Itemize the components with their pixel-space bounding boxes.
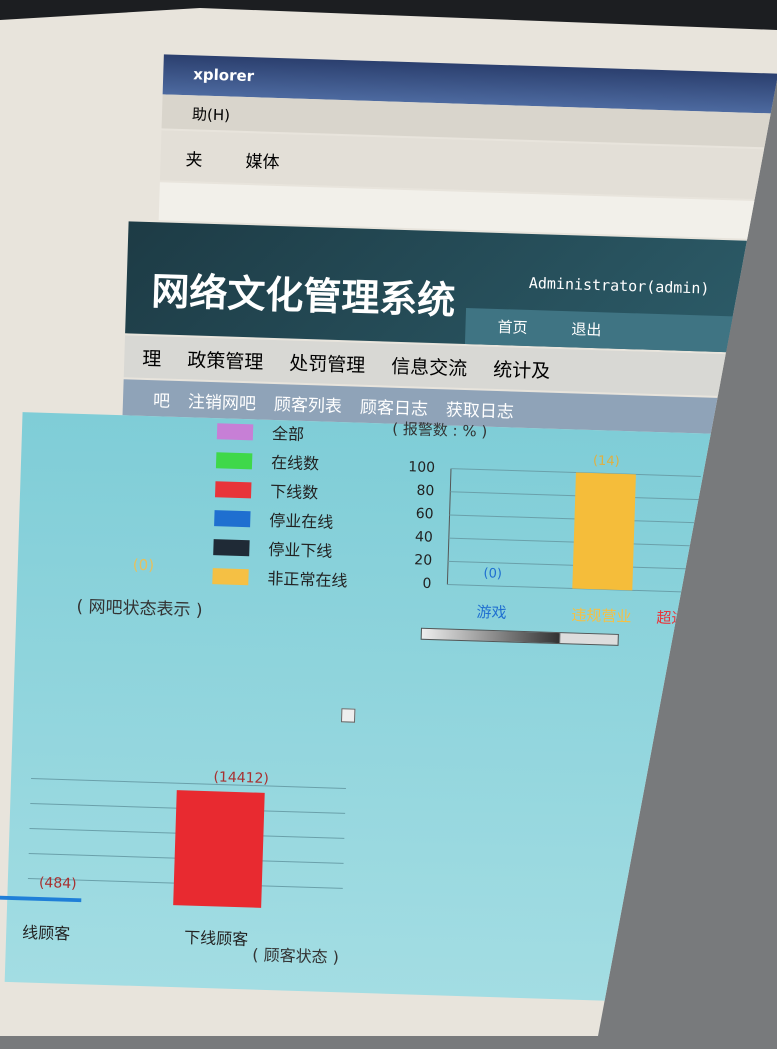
legend-swatch <box>216 452 252 469</box>
nav-item[interactable]: 信息交流 <box>391 351 468 380</box>
nav-item[interactable]: 理 <box>142 343 162 371</box>
sub-nav-item[interactable]: 注销网吧 <box>188 387 257 414</box>
nav-item[interactable]: 处罚管理 <box>289 348 366 377</box>
x-tick-label: 线顾客 <box>22 923 71 943</box>
count-label: (0) <box>483 566 502 582</box>
legend-swatch <box>214 510 250 527</box>
header-link[interactable]: 首页 <box>497 316 528 338</box>
sub-nav-item[interactable]: 获取日志 <box>446 395 515 422</box>
content: ( 报警数 : % ) (0) ( 网吧状态表示 ) 0 20 40 60 80 100 (… <box>5 412 777 1007</box>
count-label: (14) <box>593 454 620 470</box>
y-tick-label: 60 <box>415 506 433 523</box>
value-label: (484) <box>39 875 77 892</box>
y-axis <box>447 469 451 585</box>
bar <box>0 896 81 903</box>
legend-swatch <box>217 423 253 440</box>
sub-nav-item[interactable]: 顾客日志 <box>360 392 429 419</box>
status-caption: ( 网吧状态表示 ) <box>76 592 203 621</box>
alarm-chart: 0 20 40 60 80 100 (0) 游戏 (14) 违规营业 超过 <box>376 439 702 649</box>
toolbar-button[interactable]: 媒体 <box>245 147 280 173</box>
icon <box>341 708 355 722</box>
value-label: (14412) <box>213 769 269 787</box>
legend-label: 下线数 <box>270 478 319 503</box>
y-tick-label: 20 <box>414 552 432 569</box>
header-title: 网络文化管理系统 <box>151 260 457 325</box>
legend-label: 停业在线 <box>269 507 334 533</box>
legend-swatch <box>212 568 248 585</box>
x-tick-label: 超过 <box>656 609 687 628</box>
legend-swatch <box>213 539 249 556</box>
sub-nav-item[interactable]: 吧 <box>153 386 171 412</box>
chart-caption: ( 顾客状态 ) <box>252 945 339 967</box>
nav-item[interactable]: 政策管理 <box>187 345 264 374</box>
grid-line <box>447 585 697 593</box>
sub-nav-item[interactable]: 顾客列表 <box>274 390 343 417</box>
customer-chart: (484) 线顾客 (14412) 下线顾客( 顾客状态 ) <box>0 747 372 979</box>
toolbar-button[interactable]: 夹 <box>185 145 203 171</box>
x-tick-label: 游戏 <box>476 603 507 622</box>
screen: xplorer 助(H) 夹 媒体 网络文化管理系统 Administrator… <box>0 0 777 1048</box>
bar <box>572 473 636 591</box>
menu-item[interactable]: 助(H) <box>192 103 231 125</box>
nav-item[interactable]: 统计及 <box>493 354 551 383</box>
monitor-photo: xplorer 助(H) 夹 媒体 网络文化管理系统 Administrator… <box>0 0 777 1036</box>
legend-label: 在线数 <box>271 449 320 474</box>
legend-label: 非正常在线 <box>267 565 348 592</box>
page: xplorer 助(H) 夹 媒体 网络文化管理系统 Administrator… <box>0 0 777 1036</box>
legend-swatch <box>215 481 251 498</box>
y-tick-label: 40 <box>415 529 433 546</box>
legend-label: 停业下线 <box>268 536 333 562</box>
left-label: (0) <box>133 556 155 575</box>
y-tick-label: 100 <box>408 459 435 476</box>
grid-line <box>31 779 346 789</box>
y-tick-label: 0 <box>422 576 431 592</box>
x-tick-label: 违规营业 <box>571 606 632 626</box>
y-tick-label: 80 <box>416 483 434 500</box>
x-tick-label: 下线顾客 <box>184 928 249 949</box>
legend-note: ( 报警数 : % ) <box>392 418 488 442</box>
header-link[interactable]: 退出 <box>571 318 602 340</box>
window-title: xplorer <box>193 65 254 85</box>
bar <box>173 790 265 908</box>
legend-label: 全部 <box>272 420 305 445</box>
